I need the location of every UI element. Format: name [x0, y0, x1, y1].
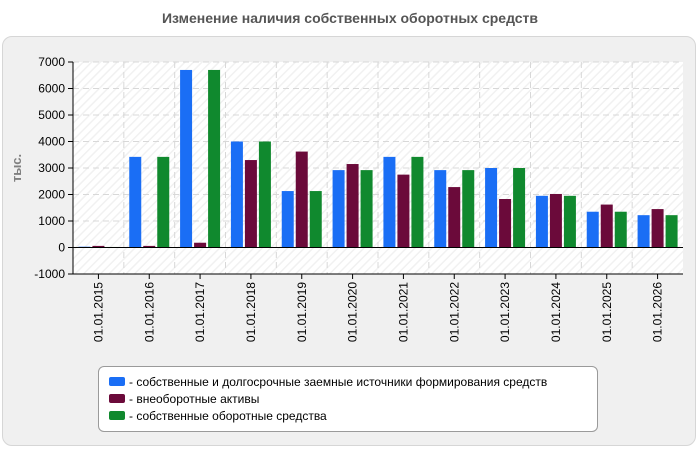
bar — [383, 156, 396, 248]
legend-label: - собственные и долгосрочные заемные ист… — [129, 374, 548, 389]
bar — [651, 209, 664, 248]
legend-swatch — [109, 394, 125, 403]
chart-title: Изменение наличия собственных оборотных … — [161, 10, 539, 26]
bar — [208, 69, 221, 248]
y-tick-label: 7000 — [38, 55, 65, 69]
x-tick-label: 01.01.2019 — [295, 282, 309, 342]
x-tick-label: 01.01.2018 — [244, 282, 258, 342]
legend-swatch — [109, 411, 125, 420]
legend-swatch — [109, 377, 125, 386]
bar — [665, 215, 678, 248]
y-tick-label: 5000 — [38, 108, 65, 122]
bar — [600, 204, 613, 248]
bar — [180, 69, 193, 248]
legend-item: - внеоборотные активы — [109, 390, 597, 407]
bar — [194, 242, 207, 248]
y-axis-label: тыс. — [9, 154, 24, 182]
y-tick-label: -1000 — [34, 267, 65, 281]
x-tick-label: 01.01.2021 — [396, 282, 410, 342]
bar — [549, 193, 562, 248]
x-tick-label: 01.01.2022 — [447, 282, 461, 342]
bar — [563, 195, 576, 248]
y-tick-label: 4000 — [38, 135, 65, 149]
bar — [129, 156, 142, 248]
x-tick-label: 01.01.2020 — [346, 282, 360, 342]
y-tick-label: 3000 — [38, 161, 65, 175]
bars — [78, 69, 678, 248]
bar — [485, 168, 498, 248]
bar — [586, 211, 599, 248]
bar — [332, 170, 345, 248]
x-tick-label: 01.01.2017 — [193, 282, 207, 342]
x-tick-label: 01.01.2024 — [549, 282, 563, 342]
legend: - собственные и долгосрочные заемные ист… — [98, 366, 598, 432]
bar — [346, 164, 359, 248]
bar — [513, 168, 526, 248]
x-tick-label: 01.01.2026 — [651, 282, 665, 342]
bar — [281, 191, 294, 248]
legend-label: - внеоборотные активы — [129, 391, 260, 406]
bar — [309, 191, 322, 248]
y-tick-label: 6000 — [38, 82, 65, 96]
x-tick-label: 01.01.2023 — [498, 282, 512, 342]
bar — [448, 187, 461, 248]
bar — [499, 199, 512, 248]
legend-item: - собственные оборотные средства — [109, 407, 597, 424]
bar — [434, 170, 447, 248]
y-tick-label: 2000 — [38, 188, 65, 202]
legend-label: - собственные оборотные средства — [129, 408, 327, 423]
axes: 7000 6000 5000 4000 3000 2000 1000 0 -1000 01.01.… — [34, 55, 683, 342]
x-tick-label: 01.01.2025 — [600, 282, 614, 342]
bar — [230, 141, 243, 248]
x-tick-label: 01.01.2015 — [91, 282, 105, 342]
bar — [535, 195, 548, 248]
bar — [614, 211, 627, 248]
bar — [397, 174, 410, 248]
bar — [157, 156, 170, 248]
bar — [637, 215, 650, 248]
bar — [360, 170, 373, 248]
bar — [143, 245, 156, 248]
bar — [258, 141, 271, 248]
bar — [462, 170, 475, 248]
bar — [295, 151, 308, 248]
bar — [92, 245, 105, 248]
x-tick-label: 01.01.2016 — [142, 282, 156, 342]
bar — [411, 156, 424, 248]
bar — [244, 160, 257, 248]
y-tick-label: 0 — [58, 241, 65, 255]
legend-item: - собственные и долгосрочные заемные ист… — [109, 373, 597, 390]
y-tick-label: 1000 — [38, 214, 65, 228]
